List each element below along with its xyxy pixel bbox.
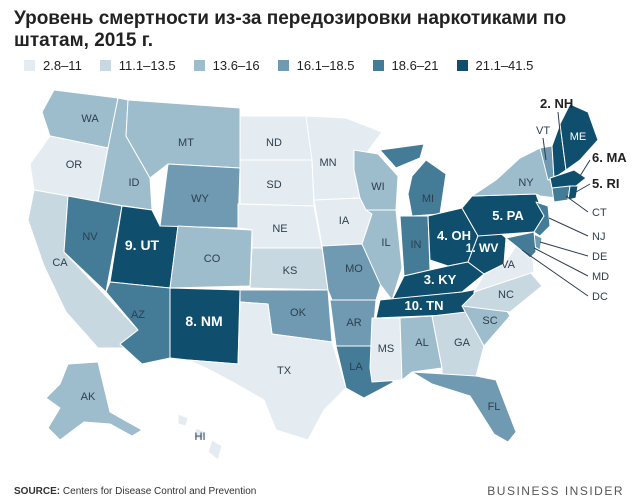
label-ok: OK [290, 307, 307, 319]
label-mo: MO [345, 263, 363, 275]
label-ny: NY [518, 177, 534, 189]
label-ut: 9. UT [125, 237, 160, 253]
state-nj[interactable] [533, 201, 551, 237]
brand-logo: BUSINESS INSIDER [487, 484, 624, 498]
legend-item-6: 21.1–41.5 [456, 58, 534, 73]
legend-item-5: 18.6–21 [372, 58, 439, 73]
label-sc: SC [482, 315, 497, 327]
label-wa: WA [81, 113, 99, 125]
callout-labels: 2. NH VT 6. MA 5. RI CT NJ DE MD DC [536, 96, 627, 303]
legend-swatch-2 [99, 60, 111, 71]
state-ky[interactable] [391, 261, 485, 301]
state-il[interactable] [361, 209, 403, 301]
label-sd: SD [266, 179, 281, 191]
label-ca: CA [52, 257, 68, 269]
label-az: AZ [131, 309, 145, 321]
label-ma: 6. MA [592, 150, 627, 165]
state-md[interactable] [505, 231, 537, 259]
legend-swatch-5 [372, 60, 384, 71]
label-hi: HI [195, 431, 206, 443]
legend-item-1: 2.8–11 [24, 58, 82, 73]
label-de: DE [592, 251, 607, 263]
state-al[interactable] [399, 315, 443, 381]
label-wy: WY [191, 193, 209, 205]
legend-label-5: 18.6–21 [391, 58, 439, 73]
legend-swatch-1 [24, 60, 35, 71]
label-ia: IA [339, 215, 350, 227]
label-tx: TX [277, 365, 292, 377]
label-pa: 5. PA [492, 208, 524, 223]
state-ak[interactable] [45, 361, 143, 441]
label-ms: MS [378, 343, 395, 355]
label-wv: 1. WV [466, 241, 499, 255]
label-md: MD [592, 271, 609, 283]
label-nc: NC [498, 289, 514, 301]
state-ma[interactable] [549, 169, 587, 189]
source-label: SOURCE: [14, 486, 61, 497]
label-ar: AR [346, 317, 361, 329]
label-ks: KS [283, 265, 298, 277]
state-mi-up[interactable] [379, 143, 425, 169]
label-mn: MN [319, 157, 336, 169]
label-ri: 5. RI [592, 176, 619, 191]
label-nd: ND [266, 137, 282, 149]
source-note: SOURCE: Centers for Disease Control and … [14, 486, 256, 497]
label-vt: VT [536, 125, 550, 137]
legend-label-4: 16.1–18.5 [296, 58, 355, 73]
label-il: IL [381, 237, 390, 249]
state-ms[interactable] [369, 317, 403, 383]
label-mt: MT [178, 137, 194, 149]
label-la: LA [349, 361, 363, 373]
state-mi[interactable] [407, 159, 447, 217]
label-ak: AK [81, 391, 96, 403]
state-labels: WA OR CA ID NV 9. UT AZ MT WY CO 8. NM N… [52, 113, 586, 443]
label-nj: NJ [592, 231, 605, 243]
label-al: AL [415, 337, 428, 349]
label-co: CO [204, 253, 221, 265]
legend-item-2: 11.1–13.5 [99, 58, 176, 73]
legend-item-4: 16.1–18.5 [277, 58, 355, 73]
legend-swatch-4 [277, 60, 289, 71]
label-nm: 8. NM [185, 313, 222, 329]
legend-label-3: 13.6–16 [212, 58, 260, 73]
state-hi[interactable] [177, 413, 223, 461]
label-tn: 10. TN [404, 298, 443, 313]
label-ga: GA [454, 337, 471, 349]
legend-item-3: 13.6–16 [193, 58, 260, 73]
state-fl[interactable] [411, 371, 517, 443]
state-ct[interactable] [551, 185, 571, 203]
label-ky: 3. KY [424, 272, 457, 287]
callout-lines [521, 111, 591, 297]
label-or: OR [66, 159, 83, 171]
label-nv: NV [82, 231, 98, 243]
label-nh: 2. NH [540, 96, 573, 111]
legend-label-6: 21.1–41.5 [475, 58, 534, 73]
label-me: ME [570, 131, 587, 143]
state-tx[interactable] [187, 301, 347, 441]
legend-label-2: 11.1–13.5 [118, 58, 176, 73]
label-id: ID [129, 177, 140, 189]
label-mi: MI [422, 193, 434, 205]
legend-label-1: 2.8–11 [43, 58, 82, 73]
label-dc: DC [592, 291, 608, 303]
state-me[interactable] [559, 103, 599, 171]
state-ri[interactable] [567, 185, 579, 201]
label-ne: NE [272, 223, 287, 235]
label-va: VA [501, 259, 516, 271]
map-title: Уровень смертности из-за передозировки н… [14, 8, 567, 51]
legend-swatch-6 [456, 60, 468, 71]
label-oh: 4. OH [437, 228, 471, 243]
legend-swatch-3 [193, 60, 205, 71]
label-fl: FL [488, 401, 501, 413]
label-ct: CT [592, 207, 607, 219]
source-text: Centers for Disease Control and Preventi… [62, 486, 257, 497]
label-in: IN [411, 239, 422, 251]
label-wi: WI [371, 181, 384, 193]
legend: 2.8–11 11.1–13.5 13.6–16 16.1–18.5 18.6–… [24, 58, 551, 73]
